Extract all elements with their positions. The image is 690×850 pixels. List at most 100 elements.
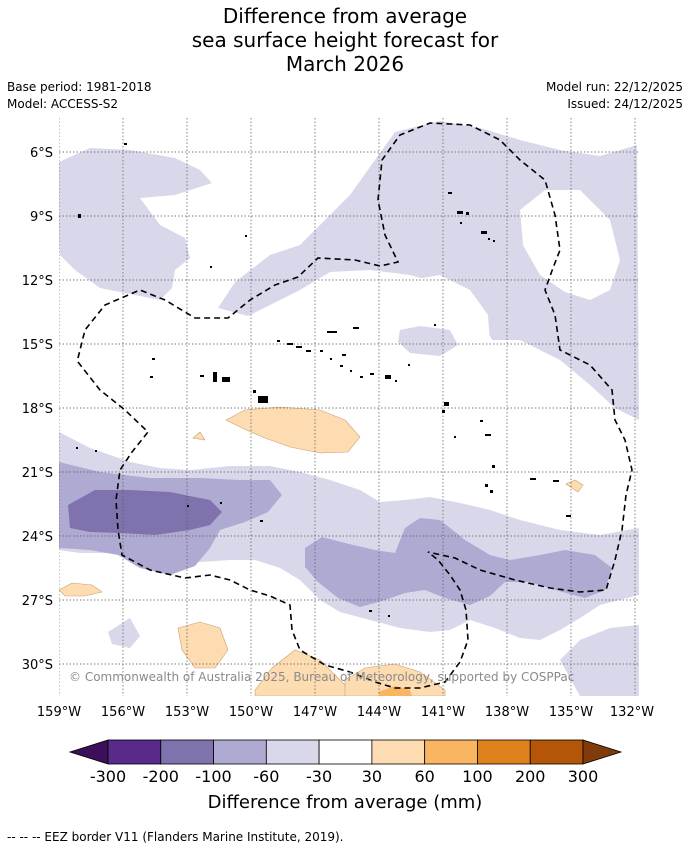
island bbox=[327, 331, 337, 333]
colorbar-label: 30 bbox=[362, 767, 382, 786]
colorbar-segment bbox=[318, 739, 373, 765]
island bbox=[434, 324, 436, 326]
colorbar-high-arrow bbox=[582, 739, 623, 765]
central-mid bbox=[305, 518, 612, 607]
lat-tick: 30°S bbox=[22, 658, 53, 673]
island bbox=[395, 380, 397, 382]
island bbox=[460, 222, 462, 224]
west-orange-patch bbox=[59, 582, 103, 597]
island bbox=[370, 373, 374, 375]
island bbox=[296, 346, 302, 348]
island bbox=[342, 354, 346, 356]
island bbox=[253, 390, 256, 393]
lat-tick: 15°S bbox=[22, 338, 53, 353]
island bbox=[350, 370, 352, 372]
hole-east bbox=[520, 190, 620, 300]
colorbar-title: Difference from average (mm) bbox=[207, 792, 483, 813]
lat-tick: 21°S bbox=[22, 466, 53, 481]
title-line-3: March 2026 bbox=[285, 52, 405, 76]
island bbox=[306, 350, 311, 352]
lat-tick: 9°S bbox=[30, 210, 53, 225]
island bbox=[245, 235, 247, 237]
colorbar-label: -300 bbox=[90, 767, 126, 786]
neutral-holes bbox=[380, 190, 620, 360]
anomaly-mid-orange bbox=[378, 686, 412, 696]
lat-tick: 27°S bbox=[22, 594, 53, 609]
eez-footnote: -- -- -- EEZ border V11 (Flanders Marine… bbox=[7, 830, 344, 844]
island bbox=[485, 434, 491, 436]
hole-central bbox=[380, 275, 490, 360]
island bbox=[485, 484, 488, 487]
island bbox=[76, 447, 78, 449]
island bbox=[210, 266, 212, 268]
issued-date: Issued: 24/12/2025 bbox=[567, 97, 683, 111]
colorbar-label: -60 bbox=[253, 767, 279, 786]
island bbox=[490, 490, 493, 493]
lon-tick: 141°W bbox=[421, 705, 465, 720]
island bbox=[454, 436, 456, 438]
south-east-patch bbox=[560, 625, 639, 696]
island bbox=[260, 520, 263, 522]
island bbox=[553, 480, 559, 482]
island bbox=[408, 364, 410, 366]
colorbar-segment bbox=[107, 739, 162, 765]
eez-cook-islands bbox=[77, 122, 633, 593]
island bbox=[388, 615, 390, 617]
island bbox=[466, 212, 469, 215]
map-area: © Commonwealth of Australia 2025, Bureau… bbox=[59, 118, 639, 696]
island bbox=[152, 358, 155, 360]
island bbox=[369, 610, 372, 612]
islands bbox=[76, 143, 571, 617]
colorbar: -300 -200 -100 -60 -30 30 60 100 200 300 bbox=[68, 739, 623, 786]
map-title: Difference from average sea surface heig… bbox=[0, 4, 690, 76]
island bbox=[530, 478, 536, 480]
island bbox=[457, 211, 463, 214]
island bbox=[220, 502, 222, 504]
island bbox=[95, 450, 97, 452]
colorbar-label: -200 bbox=[143, 767, 179, 786]
island bbox=[360, 376, 363, 378]
lon-tick: 150°W bbox=[229, 705, 273, 720]
east-orange-patch bbox=[565, 479, 584, 493]
colorbar-label: -30 bbox=[306, 767, 332, 786]
island bbox=[442, 410, 445, 413]
lon-tick: 153°W bbox=[165, 705, 209, 720]
lon-tick: 159°W bbox=[37, 705, 81, 720]
colorbar-label: 60 bbox=[414, 767, 434, 786]
island bbox=[222, 377, 230, 382]
lon-tick: 156°W bbox=[101, 705, 145, 720]
north-band bbox=[59, 148, 212, 300]
longitude-labels: 159°W 156°W 153°W 150°W 147°W 144°W 141°… bbox=[37, 705, 654, 720]
island bbox=[448, 192, 452, 194]
lon-tick: 135°W bbox=[549, 705, 593, 720]
island bbox=[200, 375, 204, 377]
title-line-1: Difference from average bbox=[222, 4, 468, 28]
small-purple-patch bbox=[398, 326, 458, 356]
gridlines bbox=[59, 118, 639, 696]
lat-tick: 18°S bbox=[22, 402, 53, 417]
lat-tick: 6°S bbox=[30, 146, 53, 161]
colorbar-segment bbox=[424, 739, 478, 765]
island bbox=[481, 231, 487, 234]
island bbox=[277, 340, 280, 342]
central-orange-patch bbox=[225, 406, 361, 454]
island bbox=[330, 358, 332, 360]
south-orange-patch-2 bbox=[254, 649, 361, 696]
island bbox=[340, 365, 343, 367]
colorbar-segment bbox=[160, 739, 214, 765]
island bbox=[566, 515, 571, 517]
copyright-text: © Commonwealth of Australia 2025, Bureau… bbox=[69, 670, 574, 684]
colorbar-segment bbox=[529, 739, 584, 765]
title-line-2: sea surface height forecast for bbox=[191, 28, 499, 52]
colorbar-label: 100 bbox=[462, 767, 493, 786]
meta-left: Base period: 1981-2018 Model: ACCESS-S2 bbox=[7, 79, 152, 113]
lon-tick: 147°W bbox=[293, 705, 337, 720]
central-north-region bbox=[218, 121, 639, 420]
south-orange-patch-1 bbox=[177, 621, 229, 669]
anomaly-dark-purple bbox=[68, 490, 222, 535]
island bbox=[213, 372, 217, 382]
colorbar-low-arrow bbox=[68, 739, 109, 765]
colorbar-label: 300 bbox=[568, 767, 599, 786]
colorbar-segment bbox=[371, 739, 426, 765]
island bbox=[492, 465, 495, 468]
